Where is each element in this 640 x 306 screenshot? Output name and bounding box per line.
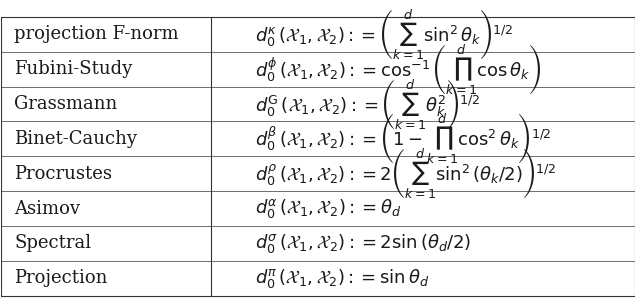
Text: Asimov: Asimov [14,200,80,218]
Text: $d_0^{\beta}\,(\mathcal{X}_1, \mathcal{X}_2) := \left(1 - \prod_{k=1}^{d} \cos^2: $d_0^{\beta}\,(\mathcal{X}_1, \mathcal{X… [255,111,552,166]
Text: $d_0^{\pi}\,(\mathcal{X}_1, \mathcal{X}_2) := \sin \theta_d$: $d_0^{\pi}\,(\mathcal{X}_1, \mathcal{X}_… [255,267,429,290]
Text: $d_0^{\sigma}\,(\mathcal{X}_1, \mathcal{X}_2) := 2\sin\left(\theta_d/2\right)$: $d_0^{\sigma}\,(\mathcal{X}_1, \mathcal{… [255,232,471,255]
Text: $d_0^{\phi}\,(\mathcal{X}_1, \mathcal{X}_2) := \cos^{-1}\left(\prod_{k=1}^{d} \c: $d_0^{\phi}\,(\mathcal{X}_1, \mathcal{X}… [255,42,541,97]
Text: $d_0^{\alpha}\,(\mathcal{X}_1, \mathcal{X}_2) := \theta_d$: $d_0^{\alpha}\,(\mathcal{X}_1, \mathcal{… [255,197,401,220]
Text: $d_0^{\kappa}\,(\mathcal{X}_1, \mathcal{X}_2) := \left(\sum_{k=1}^{d} \sin^2 \th: $d_0^{\kappa}\,(\mathcal{X}_1, \mathcal{… [255,7,513,62]
Text: $d_0^{\rho}\,(\mathcal{X}_1, \mathcal{X}_2) := 2\left(\sum_{k=1}^{d} \sin^2\left: $d_0^{\rho}\,(\mathcal{X}_1, \mathcal{X}… [255,146,556,201]
Text: Binet-Cauchy: Binet-Cauchy [14,130,137,148]
Text: Projection: Projection [14,269,108,287]
Text: Grassmann: Grassmann [14,95,117,113]
Text: projection F-norm: projection F-norm [14,25,179,43]
Text: Procrustes: Procrustes [14,165,112,183]
Text: Spectral: Spectral [14,234,91,252]
Text: Fubini-Study: Fubini-Study [14,60,132,78]
Text: $d_0^{\mathrm{G}}\,(\mathcal{X}_1, \mathcal{X}_2) := \left(\sum_{k=1}^{d} \theta: $d_0^{\mathrm{G}}\,(\mathcal{X}_1, \math… [255,76,480,132]
